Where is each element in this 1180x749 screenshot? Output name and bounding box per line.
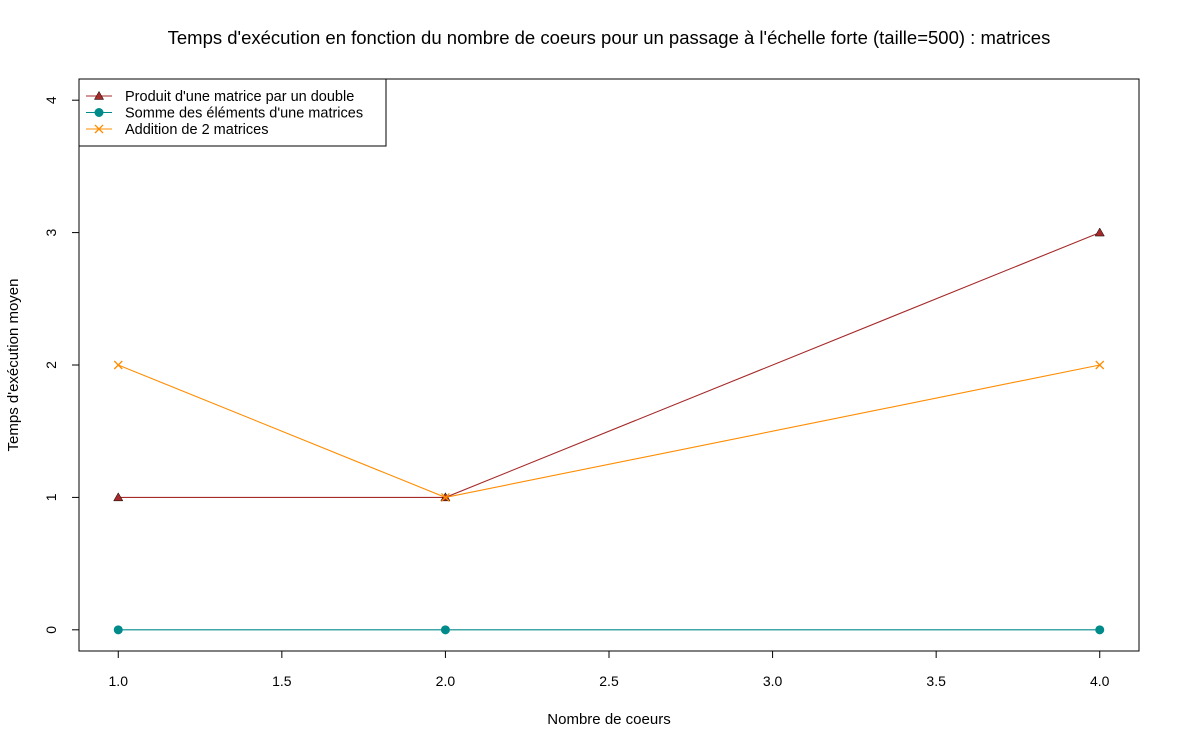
series-cross-point [440,492,450,502]
x-axis-label: Nombre de coeurs [547,711,670,728]
series-triangle [113,227,1105,502]
y-tick-label: 1 [43,493,59,501]
x-axis: 1.0 1.5 2.0 2.5 3.0 3.5 4.0 [109,650,1110,689]
series-cross-point-stroke [440,492,450,502]
y-tick-label: 3 [43,228,59,236]
y-tick-label: 2 [43,361,59,369]
series-cross-point [113,360,123,370]
series-cross-point-stroke [1095,360,1105,370]
chart-title: Temps d'exécution en fonction du nombre … [168,27,1051,48]
y-axis: 0 1 2 3 4 [43,96,80,634]
x-tick-label: 1.5 [272,673,292,689]
x-tick-label: 3.0 [763,673,783,689]
series-layer [113,227,1105,635]
series-cross [113,360,1105,502]
legend: Produit d'une matrice par un doubleSomme… [78,78,387,147]
legend-marker-circle [94,108,104,117]
series-triangle-point [113,492,124,502]
series-triangle-point [1094,227,1105,237]
legend-marker-cross-stroke [94,124,104,134]
y-tick-label: 4 [43,96,59,104]
x-tick-label: 2.5 [599,673,619,689]
series-circle-point [113,625,123,635]
x-tick-label: 3.5 [926,673,946,689]
y-tick-label: 0 [43,626,59,634]
series-circle [113,625,1105,635]
legend-label-triangle: Produit d'une matrice par un double [125,89,354,105]
series-circle-point [1095,625,1105,635]
legend-marker-cross [94,124,104,134]
y-axis-label: Temps d'exécution moyen [5,279,22,452]
series-triangle-line [118,232,1100,498]
series-circle-point [440,625,450,635]
x-tick-label: 1.0 [109,673,129,689]
legend-label-circle: Somme des éléments d'une matrices [125,106,363,122]
plot-frame [78,78,1140,652]
series-cross-point-stroke [113,360,123,370]
x-tick-label: 4.0 [1090,673,1110,689]
series-cross-point [1095,360,1105,370]
legend-label-cross: Addition de 2 matrices [125,122,268,138]
x-tick-label: 2.0 [436,673,456,689]
legend-box [78,78,387,147]
legend-marker-triangle [93,90,105,100]
